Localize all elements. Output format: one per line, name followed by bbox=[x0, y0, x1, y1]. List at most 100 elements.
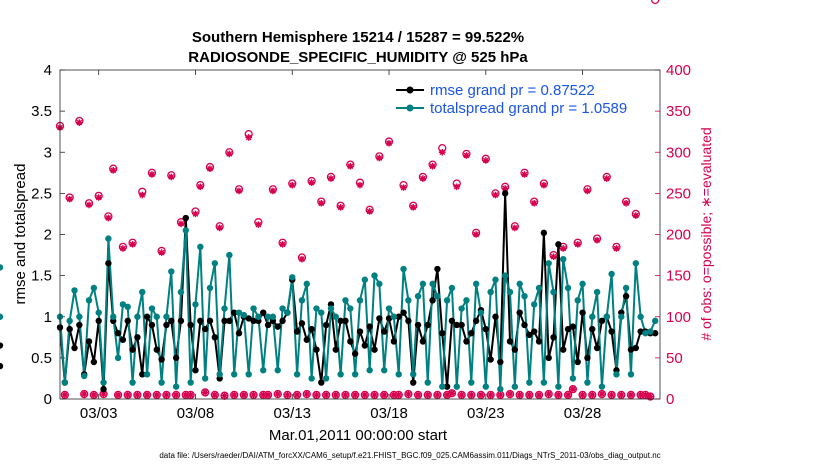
obs-evaluated-point bbox=[61, 391, 69, 399]
plot-frame bbox=[59, 69, 661, 400]
totalspread-point bbox=[371, 272, 378, 279]
obs-evaluated-point bbox=[555, 391, 562, 399]
totalspread-point bbox=[289, 274, 296, 281]
rmse-point bbox=[148, 321, 156, 329]
totalspread-point bbox=[298, 297, 306, 304]
totalspread-point bbox=[434, 292, 441, 300]
rmse-point bbox=[608, 328, 615, 335]
obs-possible-point bbox=[201, 388, 210, 397]
obs-evaluated-point bbox=[647, 393, 654, 400]
obs-evaluated-point bbox=[76, 119, 83, 126]
totalspread-point bbox=[0, 264, 4, 271]
totalspread-point bbox=[230, 371, 238, 378]
totalspread-point bbox=[172, 383, 180, 390]
x-tick-label: 03/13 bbox=[273, 405, 311, 422]
obs-evaluated-point bbox=[487, 391, 494, 399]
rmse-point bbox=[540, 229, 548, 237]
obs-evaluated-point bbox=[279, 241, 286, 248]
rmse-point bbox=[511, 346, 519, 353]
totalspread-point bbox=[589, 313, 596, 320]
totalspread-point bbox=[390, 313, 398, 320]
obs-evaluated-point bbox=[303, 390, 311, 398]
rmse-point bbox=[395, 313, 402, 320]
rmse-point bbox=[410, 379, 417, 386]
y-axis-label-right: # of obs: o=possible; ∗=evaluated bbox=[698, 127, 714, 340]
totalspread-point bbox=[264, 313, 272, 320]
rmse-point bbox=[100, 385, 107, 393]
obs-possible-point bbox=[534, 390, 544, 400]
rmse-point bbox=[521, 321, 528, 329]
obs-evaluated-point bbox=[269, 187, 277, 195]
obs-evaluated-point bbox=[501, 185, 509, 192]
y-tick-label-left: 2.5 bbox=[31, 185, 52, 202]
obs-evaluated-point bbox=[148, 171, 156, 178]
totalspread-point bbox=[453, 383, 460, 390]
y-tick-label-left: 4 bbox=[44, 62, 52, 79]
totalspread-point bbox=[632, 260, 640, 267]
obs-evaluated-point bbox=[593, 236, 601, 244]
obs-evaluated-point bbox=[177, 220, 185, 228]
obs-possible-point bbox=[486, 390, 495, 400]
obs-evaluated-point bbox=[564, 391, 572, 399]
totalspread-point bbox=[105, 235, 112, 242]
totalspread-point bbox=[168, 268, 175, 275]
rmse-point bbox=[318, 379, 325, 386]
totalspread-point bbox=[177, 288, 185, 296]
totalspread-point bbox=[530, 301, 538, 308]
totalspread-point bbox=[400, 265, 407, 273]
obs-evaluated-point bbox=[434, 391, 441, 399]
totalspread-point bbox=[129, 379, 136, 386]
obs-evaluated-point bbox=[390, 391, 398, 399]
totalspread-point bbox=[506, 288, 514, 296]
totalspread-point bbox=[192, 301, 199, 308]
obs-possible-point bbox=[142, 390, 152, 400]
totalspread-point bbox=[361, 276, 369, 283]
obs-evaluated-point bbox=[492, 191, 499, 199]
obs-possible-point bbox=[568, 384, 578, 394]
rmse-point bbox=[206, 317, 214, 325]
obs-evaluated-point bbox=[448, 389, 456, 397]
obs-evaluated-point bbox=[317, 199, 325, 207]
rmse-point bbox=[332, 346, 340, 353]
rmse-point bbox=[66, 325, 73, 333]
obs-possible-point bbox=[617, 390, 626, 400]
totalspread-point bbox=[100, 379, 107, 386]
obs-possible-point bbox=[113, 390, 123, 400]
obs-evaluated-point bbox=[192, 210, 199, 218]
obs-possible-point bbox=[360, 390, 369, 400]
obs-evaluated-point bbox=[395, 391, 403, 399]
totalspread-point bbox=[545, 260, 552, 267]
totalspread-point bbox=[472, 280, 480, 288]
obs-possible-point bbox=[302, 389, 311, 399]
totalspread-point bbox=[574, 297, 581, 304]
obs-possible-point bbox=[133, 390, 142, 400]
obs-evaluated-point bbox=[419, 175, 427, 182]
totalspread-point bbox=[647, 328, 654, 335]
rmse-point bbox=[371, 346, 378, 353]
obs-possible-point bbox=[370, 390, 379, 400]
rmse-point bbox=[463, 338, 470, 345]
rmse-point bbox=[497, 358, 504, 366]
obs-evaluated-point bbox=[245, 134, 253, 141]
obs-evaluated-point bbox=[453, 183, 461, 191]
y-tick-label-right: 350 bbox=[666, 103, 691, 120]
obs-evaluated-point bbox=[482, 157, 490, 164]
rmse-point bbox=[182, 214, 190, 222]
totalspread-point bbox=[593, 288, 601, 296]
totalspread-point bbox=[197, 243, 204, 251]
totalspread-point bbox=[477, 309, 485, 316]
totalspread-point bbox=[313, 305, 320, 312]
obs-evaluated-point bbox=[250, 391, 257, 399]
obs-evaluated-point bbox=[617, 391, 625, 399]
rmse-point bbox=[260, 309, 267, 316]
rmse-point bbox=[414, 321, 422, 329]
rmse-point bbox=[439, 330, 446, 337]
obs-evaluated-point bbox=[351, 391, 359, 399]
obs-evaluated-point bbox=[540, 181, 548, 189]
obs-evaluated-point bbox=[584, 187, 591, 195]
totalspread-point bbox=[356, 297, 364, 304]
obs-evaluated-point bbox=[322, 391, 330, 399]
legend-totalspread-marker bbox=[406, 104, 414, 112]
rmse-point bbox=[177, 317, 185, 325]
obs-possible-point bbox=[404, 389, 413, 399]
